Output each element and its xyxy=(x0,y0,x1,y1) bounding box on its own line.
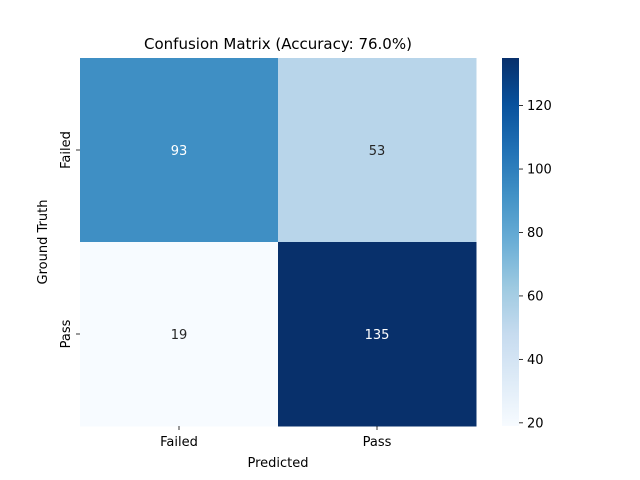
colorbar-tick-label-3: 80 xyxy=(527,226,544,241)
heatmap-cell-1-1 xyxy=(278,242,477,427)
x-axis: Failed Pass xyxy=(160,426,392,450)
colorbar-tick-label-0: 20 xyxy=(527,416,544,431)
colorbar-tick-label-4: 100 xyxy=(527,163,552,178)
cell-value-0-0: 93 xyxy=(171,144,188,159)
y-axis: Failed Pass xyxy=(59,131,80,348)
colorbar-ticks: 20 40 60 80 100 120 xyxy=(519,99,552,431)
cell-value-1-0: 19 xyxy=(171,328,188,343)
colorbar-tick-label-5: 120 xyxy=(527,99,552,114)
heatmap-cell-0-0 xyxy=(80,58,279,243)
x-tick-label-0: Failed xyxy=(160,435,198,450)
x-tick-label-1: Pass xyxy=(363,435,392,450)
y-tick-label-1: Pass xyxy=(59,319,74,348)
heatmap-cell-1-0 xyxy=(80,242,279,427)
colorbar-tick-label-2: 60 xyxy=(527,289,544,304)
x-axis-label: Predicted xyxy=(247,456,308,471)
y-tick-label-0: Failed xyxy=(59,131,74,169)
heatmap-cell-0-1 xyxy=(278,58,477,243)
chart-title: Confusion Matrix (Accuracy: 76.0%) xyxy=(144,35,412,53)
colorbar-tick-label-1: 40 xyxy=(527,353,544,368)
colorbar xyxy=(502,58,519,426)
y-axis-label: Ground Truth xyxy=(36,200,51,285)
heatmap-cells xyxy=(80,58,477,427)
cell-value-1-1: 135 xyxy=(365,328,390,343)
cell-value-0-1: 53 xyxy=(369,144,386,159)
heatmap-cell-labels: 93 53 19 135 xyxy=(171,144,390,343)
